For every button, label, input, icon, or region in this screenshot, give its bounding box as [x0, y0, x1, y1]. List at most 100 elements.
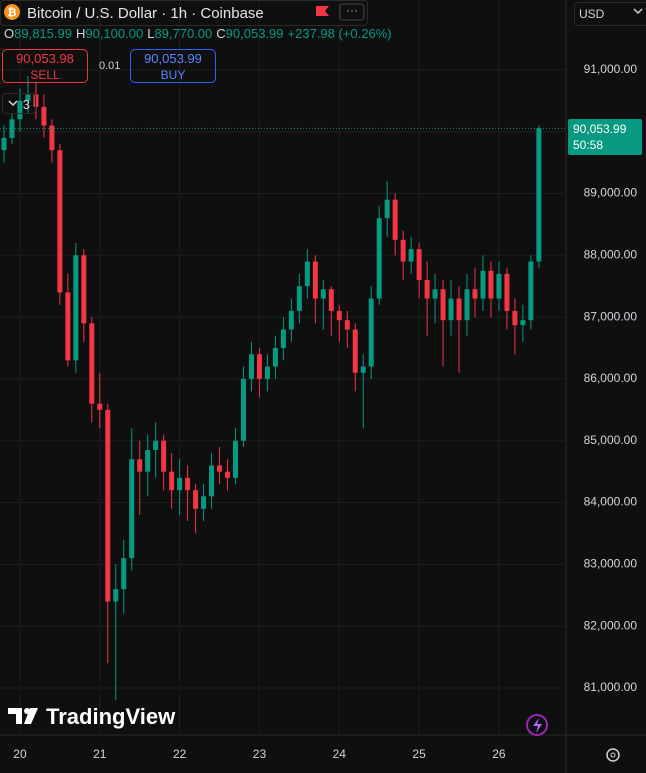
y-tick-label: 84,000.00 [584, 495, 638, 509]
dropdown-icon[interactable] [633, 8, 643, 15]
currency-selector[interactable]: USD [574, 2, 646, 26]
candle-body [137, 459, 143, 472]
candle-body [41, 106, 47, 126]
last-price-box: 90,053.99 50:58 [568, 119, 642, 155]
candle-body [217, 465, 223, 472]
y-tick-label: 88,000.00 [584, 247, 638, 261]
candle-body [97, 403, 103, 410]
candle-body [448, 298, 454, 321]
candle-body [296, 286, 302, 311]
candle-body [480, 270, 486, 299]
candle-body [264, 366, 270, 379]
candle-body [9, 119, 15, 138]
y-tick-label: 89,000.00 [584, 186, 638, 200]
candle-body [177, 477, 183, 491]
candle-body [384, 199, 390, 219]
candle-body [344, 320, 350, 330]
candle-body [328, 289, 334, 311]
symbol-title: Bitcoin / U.S. Dollar · 1h · Coinbase [27, 4, 264, 22]
candle-body [1, 137, 7, 151]
y-tick-label: 87,000.00 [584, 309, 638, 323]
more-button[interactable] [339, 3, 365, 21]
assistant-bolt [533, 718, 542, 733]
tradingview-logo [8, 708, 38, 724]
axis-labels: 81,000.00 82,000.00 83,000.00 84,000.00 85,0… [13, 62, 637, 761]
candle-body [368, 298, 374, 367]
buy-button[interactable]: 90,053.99 BUY [130, 49, 216, 83]
y-tick-label: 81,000.00 [584, 680, 638, 694]
ohlc-value: 89,770.00 [154, 26, 213, 41]
x-tick-label: 20 [13, 747, 27, 761]
candle-body [201, 496, 207, 509]
candle-body [536, 128, 542, 262]
assistant-icon[interactable] [526, 714, 548, 736]
x-tick-label: 25 [412, 747, 426, 761]
x-tick-label: 26 [492, 747, 506, 761]
buy-price: 90,053.99 [144, 51, 202, 66]
ohlc-value: 89,815.99 [14, 26, 72, 41]
ohlc-value: 90,053.99 [225, 26, 284, 41]
candle-body [352, 329, 358, 373]
candle-body [57, 150, 63, 293]
candle-body [25, 94, 31, 101]
candle-body [209, 465, 215, 497]
ohlc-key: C [216, 26, 226, 41]
y-tick-label: 82,000.00 [584, 618, 638, 632]
candle-body [360, 366, 366, 373]
candle-body [304, 261, 310, 287]
candle-body [456, 298, 462, 321]
candle-body [496, 273, 502, 299]
symbol-header[interactable]: Bitcoin / U.S. Dollar · 1h · Coinbase [0, 0, 368, 26]
candle-body [424, 280, 430, 299]
candle-body [400, 239, 406, 262]
candle-body [320, 289, 326, 299]
x-tick-label: 24 [333, 747, 347, 761]
candle-body [464, 289, 470, 321]
candle-body [416, 249, 422, 281]
x-tick-label: 23 [253, 747, 267, 761]
candle-body [129, 459, 135, 559]
candle-body [392, 199, 398, 240]
sell-label: SELL [30, 68, 60, 82]
candle-body [256, 354, 262, 379]
candle-body [113, 589, 119, 602]
candle-body [280, 329, 286, 349]
candle-body [248, 354, 254, 379]
buy-label: BUY [160, 68, 186, 82]
candle-body [432, 289, 438, 299]
candle-body [233, 440, 239, 478]
candle-body [225, 471, 231, 478]
y-tick-label: 85,000.00 [584, 433, 638, 447]
more-icon: ··· [346, 3, 358, 17]
settings-icon-center [610, 752, 616, 758]
candle-body [185, 477, 191, 491]
candle-body [376, 218, 382, 299]
candle-body [105, 409, 111, 602]
sell-button[interactable]: 90,053.98 SELL [2, 49, 88, 83]
countdown: 50:58 [573, 138, 604, 152]
ohlc-key: H [75, 26, 86, 41]
candle-body [312, 261, 318, 299]
candle-body [408, 249, 414, 262]
candle-body [17, 100, 23, 120]
candle-body [472, 289, 478, 299]
spread: 0.01 [99, 60, 121, 72]
settings-icon[interactable] [606, 748, 620, 762]
ohlc-value: 90,100.00 [85, 26, 144, 41]
candle-body [520, 320, 526, 326]
candle-body [65, 292, 71, 361]
brand: TradingView [46, 704, 176, 729]
candle-body [528, 261, 534, 321]
candle-body [81, 255, 87, 324]
candles [0, 76, 566, 701]
candle-body [512, 310, 518, 326]
flag-icon[interactable] [316, 6, 329, 16]
ohlc-legend: O89,815.99 H90,100.00 L89,770.00 C90,053.99… [4, 26, 396, 41]
indicators-toggle[interactable]: 3 [2, 93, 36, 114]
candle-body [121, 558, 127, 590]
collapse-icon[interactable] [8, 100, 18, 107]
logo-part [8, 708, 22, 724]
